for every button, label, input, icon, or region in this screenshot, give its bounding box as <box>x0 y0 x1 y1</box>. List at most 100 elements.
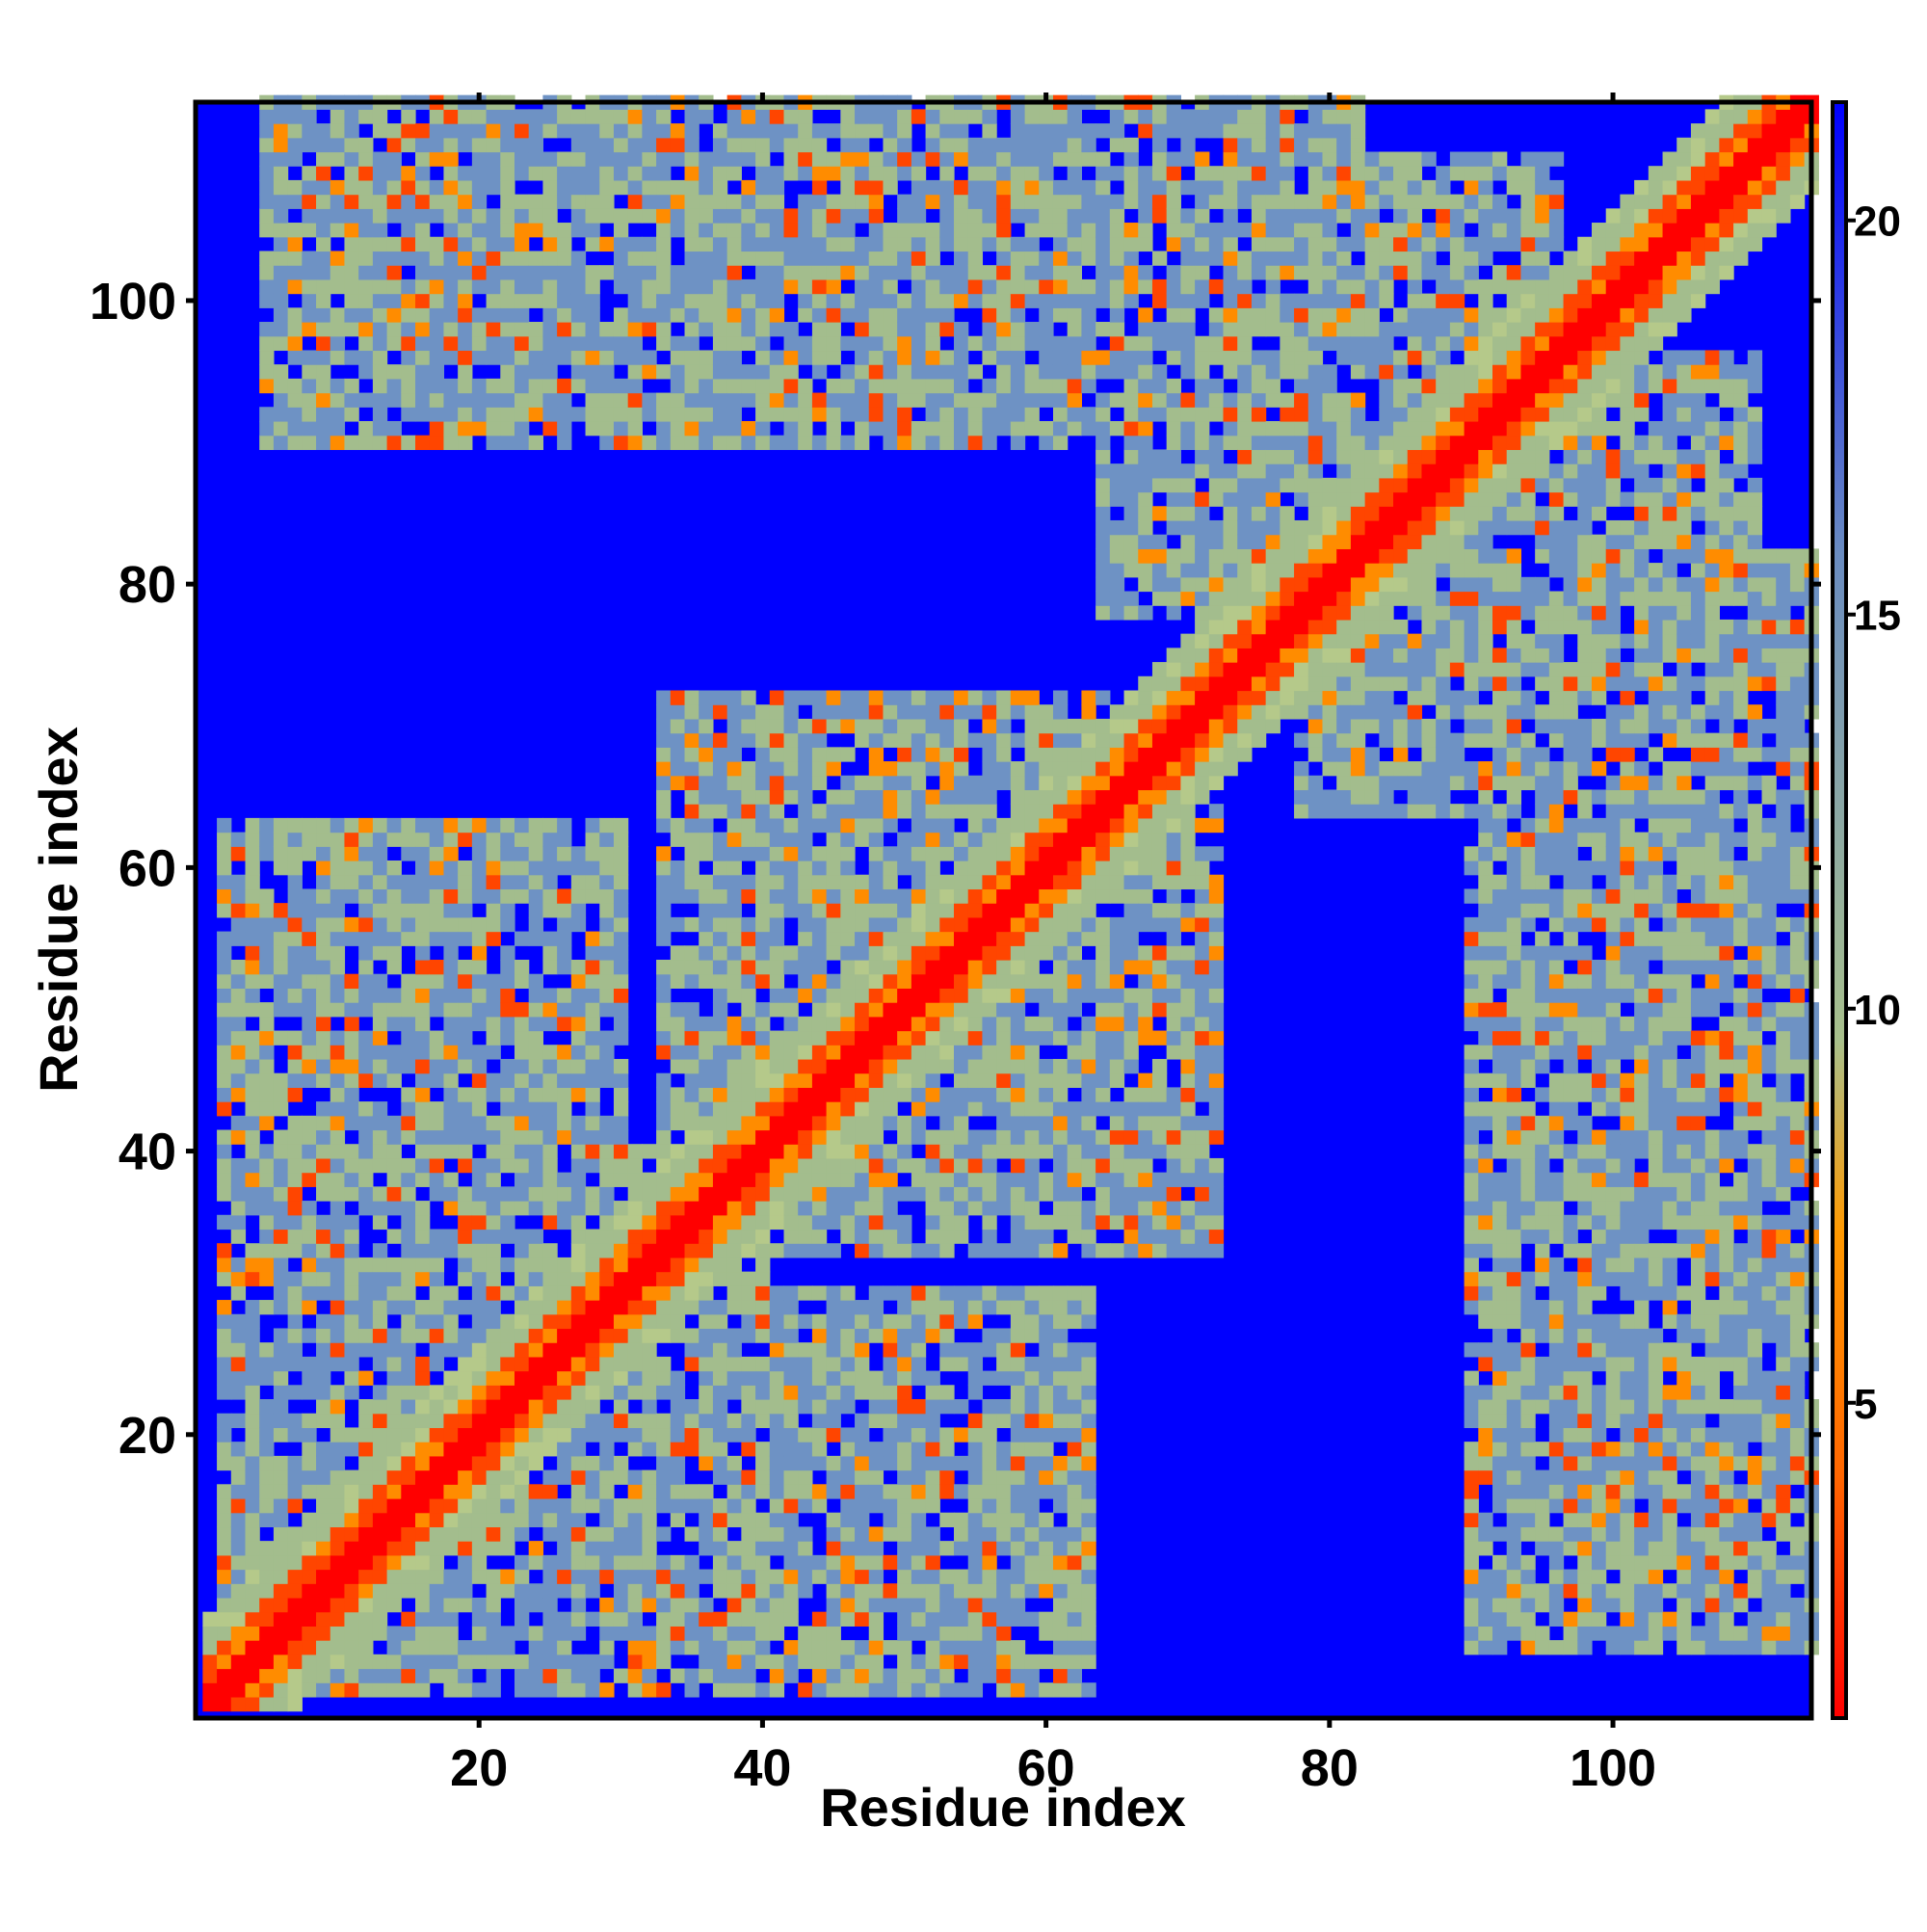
heatmap-cell <box>302 916 317 933</box>
heatmap-cell <box>699 1201 714 1216</box>
heatmap-cell <box>599 392 615 408</box>
heatmap-cell <box>471 1385 488 1400</box>
heatmap-cell <box>429 1654 445 1670</box>
heatmap-cell <box>954 364 969 380</box>
heatmap-cell <box>1010 832 1026 847</box>
heatmap-cell <box>967 179 984 196</box>
heatmap-cell <box>911 364 927 380</box>
heatmap-cell <box>1081 123 1096 139</box>
heatmap-cell <box>330 860 346 876</box>
heatmap-cell <box>755 1399 771 1415</box>
heatmap-cell <box>769 747 785 762</box>
heatmap-cell <box>868 350 884 365</box>
heatmap-cell <box>798 1455 813 1471</box>
heatmap-cell <box>811 690 828 705</box>
heatmap-cell <box>230 1257 247 1273</box>
heatmap-cell <box>1010 1058 1026 1074</box>
heatmap-cell <box>868 1583 884 1599</box>
heatmap-cell <box>996 1030 1012 1045</box>
heatmap-cell <box>429 1285 445 1301</box>
heatmap-cell <box>967 860 984 876</box>
heatmap-cell <box>1095 1243 1111 1258</box>
heatmap-cell <box>712 1399 728 1415</box>
heatmap-cell <box>883 804 898 819</box>
heatmap-cell <box>429 1002 445 1018</box>
heatmap-cell <box>358 1427 374 1442</box>
heatmap-cell <box>230 973 247 990</box>
heatmap-cell <box>557 1002 572 1018</box>
heatmap-cell <box>1081 1243 1096 1258</box>
heatmap-cell <box>302 973 317 990</box>
heatmap-cell <box>1024 166 1040 181</box>
heatmap-cell <box>1081 931 1096 946</box>
heatmap-cell <box>868 208 884 224</box>
heatmap-cell <box>769 945 785 961</box>
heatmap-cell <box>302 293 317 308</box>
heatmap-cell <box>798 1370 813 1386</box>
heatmap-cell <box>811 1115 828 1131</box>
heatmap-cell <box>344 1101 359 1117</box>
heatmap-cell <box>699 903 714 918</box>
heatmap-cell <box>401 223 416 238</box>
heatmap-cell <box>542 1526 558 1542</box>
heatmap-cell <box>458 903 473 918</box>
heatmap-cell <box>755 1157 771 1174</box>
heatmap-cell <box>1052 1497 1069 1514</box>
heatmap-cell <box>429 407 445 422</box>
heatmap-cell <box>911 931 927 946</box>
heatmap-cell <box>811 251 828 266</box>
heatmap-cell <box>1081 1541 1096 1556</box>
heatmap-cell <box>925 690 940 705</box>
heatmap-cell <box>1067 194 1083 209</box>
heatmap-cell <box>443 931 459 946</box>
heatmap-cell <box>613 1611 629 1627</box>
heatmap-cell <box>458 1484 473 1499</box>
heatmap-cell <box>855 435 870 451</box>
heatmap-cell <box>996 364 1012 380</box>
heatmap-cell <box>1052 265 1069 280</box>
heatmap-cell <box>1095 846 1111 861</box>
heatmap-cell <box>471 109 488 124</box>
heatmap-cell <box>967 1385 984 1400</box>
heatmap-cell <box>344 1016 359 1032</box>
heatmap-cell <box>967 804 984 819</box>
heatmap-cell <box>613 265 629 280</box>
heatmap-cell <box>996 1300 1012 1315</box>
heatmap-cell <box>585 307 600 323</box>
heatmap-cell <box>684 1214 700 1231</box>
heatmap-cell <box>458 1201 473 1216</box>
heatmap-cell <box>1052 1243 1069 1258</box>
heatmap-cell <box>358 945 374 961</box>
heatmap-cell <box>1024 1442 1040 1457</box>
heatmap-cell <box>330 1002 346 1018</box>
heatmap-cell <box>883 1427 898 1442</box>
heatmap-cell <box>712 690 728 705</box>
heatmap-cell <box>855 1214 870 1231</box>
heatmap-cell <box>542 208 558 224</box>
heatmap-cell <box>868 335 884 352</box>
heatmap-cell <box>783 761 799 777</box>
heatmap-cell <box>443 1682 459 1698</box>
heatmap-cell <box>302 888 317 904</box>
heatmap-cell <box>585 1045 600 1060</box>
heatmap-cell <box>528 1583 544 1599</box>
heatmap-cell <box>316 1442 331 1457</box>
heatmap-cell <box>372 1597 388 1613</box>
heatmap-cell <box>897 208 912 224</box>
heatmap-cell <box>897 151 912 167</box>
heatmap-cell <box>769 916 785 933</box>
heatmap-cell <box>868 1186 884 1202</box>
heatmap-cell <box>500 335 515 352</box>
heatmap-cell <box>798 789 813 805</box>
heatmap-cell <box>273 1030 289 1045</box>
heatmap-cell <box>486 916 501 933</box>
heatmap-cell <box>755 945 771 961</box>
heatmap-cell <box>911 1526 927 1542</box>
heatmap-cell <box>726 789 742 805</box>
heatmap-cell <box>386 307 402 323</box>
heatmap-cell <box>897 1243 912 1258</box>
heatmap-cell <box>273 1597 289 1613</box>
heatmap-cell <box>302 1626 317 1641</box>
heatmap-cell <box>1052 1526 1069 1542</box>
heatmap-cell <box>344 1002 359 1018</box>
